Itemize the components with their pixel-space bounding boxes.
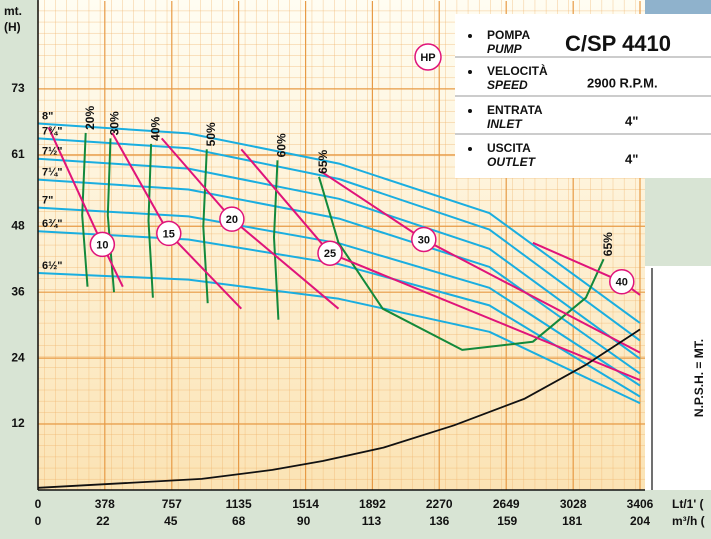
y-tick-label: 73 bbox=[11, 81, 25, 95]
spec-sublabel: INLET bbox=[487, 117, 523, 131]
y2-label: N.P.S.H. = MT. bbox=[692, 339, 706, 417]
spec-label: USCITA bbox=[487, 141, 531, 155]
efficiency-curve bbox=[147, 143, 154, 298]
efficiency-label: 30% bbox=[108, 111, 122, 135]
impeller-label: 7¾" bbox=[42, 125, 63, 137]
impeller-label: 7½" bbox=[42, 146, 63, 158]
hp-badge bbox=[414, 43, 442, 71]
spec-label: VELOCITÀ bbox=[487, 63, 548, 78]
x-label: Lt/1' ( bbox=[672, 497, 704, 511]
x-tick-label: 0 bbox=[35, 497, 42, 511]
spec-value: 4" bbox=[625, 151, 638, 166]
power-badge bbox=[609, 269, 635, 295]
impeller-label: 6¾" bbox=[42, 218, 63, 230]
power-label: 25 bbox=[324, 248, 336, 260]
y-tick-label: 61 bbox=[11, 147, 25, 161]
impeller-curve bbox=[37, 137, 641, 342]
power-badge bbox=[89, 231, 116, 258]
efficiency-label: 20% bbox=[83, 106, 97, 130]
bullet bbox=[468, 70, 472, 74]
x-tick-label: 3028 bbox=[560, 497, 587, 511]
x2-tick-label: 204 bbox=[630, 514, 650, 528]
bullet bbox=[468, 109, 472, 113]
power-badge bbox=[156, 220, 182, 247]
power-label: 10 bbox=[96, 239, 108, 251]
x2-tick-label: 45 bbox=[164, 514, 178, 528]
impeller-curve bbox=[37, 272, 641, 405]
x-tick-label: 2649 bbox=[493, 497, 520, 511]
power-badge bbox=[317, 240, 343, 266]
x2-tick-label: 0 bbox=[35, 514, 42, 528]
x-tick-label: 1892 bbox=[359, 497, 386, 511]
x-tick-label: 1514 bbox=[292, 497, 319, 511]
x-tick-label: 1135 bbox=[226, 497, 252, 511]
impeller-curve bbox=[37, 178, 641, 375]
spec-sublabel: PUMP bbox=[487, 42, 523, 56]
efficiency-label: 50% bbox=[204, 122, 218, 146]
x2-tick-label: 136 bbox=[429, 514, 449, 528]
x-tick-label: 757 bbox=[162, 497, 182, 511]
efficiency-label: 65% bbox=[601, 232, 615, 256]
x2-tick-label: 159 bbox=[497, 514, 517, 528]
x2-tick-label: 113 bbox=[362, 514, 382, 528]
power-label: 40 bbox=[616, 277, 628, 289]
efficiency-label: 40% bbox=[148, 117, 162, 141]
bullet bbox=[468, 34, 472, 38]
power-label: 30 bbox=[418, 234, 430, 246]
efficiency-curve bbox=[318, 176, 605, 351]
power-badge bbox=[411, 226, 437, 253]
y-label: (H) bbox=[4, 20, 21, 34]
y-tick-label: 24 bbox=[11, 350, 25, 364]
spec-value: 4" bbox=[625, 113, 638, 128]
impeller-label: 6½" bbox=[42, 260, 63, 272]
y-tick-label: 12 bbox=[11, 416, 25, 430]
efficiency-curve bbox=[273, 160, 280, 320]
power-label: 15 bbox=[163, 228, 175, 240]
power-label: 20 bbox=[226, 214, 238, 226]
x2-label: m³/h ( bbox=[672, 514, 705, 528]
hp-label: HP bbox=[420, 52, 435, 64]
efficiency-curve bbox=[81, 132, 89, 287]
x2-tick-label: 181 bbox=[562, 514, 582, 528]
y-label: mt. bbox=[4, 4, 22, 18]
impeller-label: 8" bbox=[42, 110, 53, 122]
x2-tick-label: 90 bbox=[297, 514, 311, 528]
x2-tick-label: 68 bbox=[232, 514, 246, 528]
spec-value: C/SP 4410 bbox=[565, 31, 671, 56]
efficiency-label: 60% bbox=[275, 133, 289, 157]
impeller-curve bbox=[37, 157, 641, 360]
x-tick-label: 3406 bbox=[627, 497, 654, 511]
efficiency-curve bbox=[202, 149, 209, 304]
spec-label: ENTRATA bbox=[487, 103, 543, 117]
impeller-label: 7¼" bbox=[42, 166, 63, 178]
impeller-label: 7" bbox=[42, 194, 53, 206]
spec-sublabel: SPEED bbox=[487, 78, 528, 92]
x-tick-label: 2270 bbox=[426, 497, 453, 511]
npsh-curve bbox=[37, 328, 641, 489]
x-tick-label: 378 bbox=[95, 497, 115, 511]
spec-label: POMPA bbox=[487, 28, 530, 42]
power-badge bbox=[219, 206, 245, 232]
y-tick-label: 48 bbox=[11, 218, 25, 232]
efficiency-label: 65% bbox=[316, 149, 330, 173]
npsh-box bbox=[645, 266, 711, 490]
bullet bbox=[468, 147, 472, 151]
x2-tick-label: 22 bbox=[96, 514, 110, 528]
impeller-curve bbox=[37, 122, 641, 324]
spec-value: 2900 R.P.M. bbox=[587, 75, 658, 90]
spec-sublabel: OUTLET bbox=[487, 155, 537, 169]
y-tick-label: 36 bbox=[11, 284, 25, 298]
